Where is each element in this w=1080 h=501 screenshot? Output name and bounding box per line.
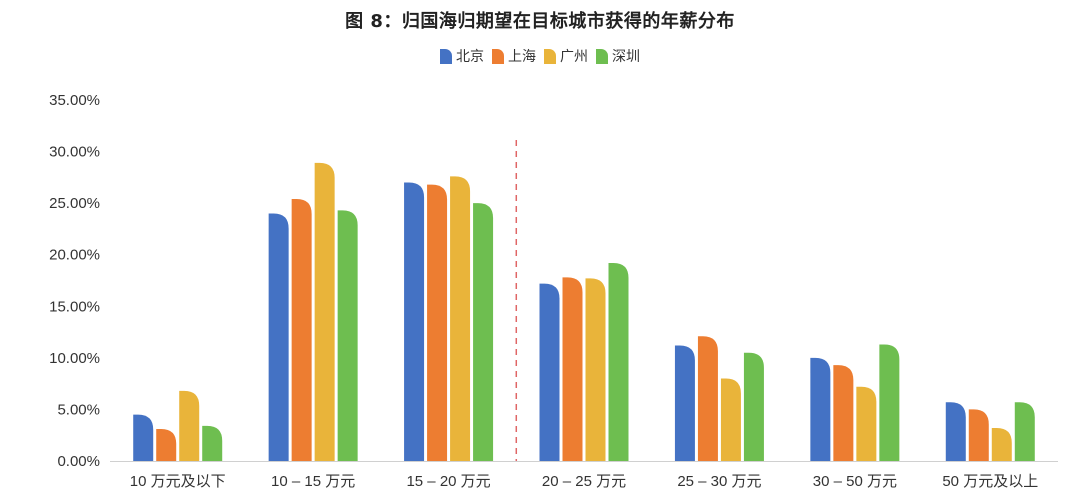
legend-swatch xyxy=(440,48,452,64)
bar xyxy=(450,176,471,461)
x-tick-label: 25 – 30 万元 xyxy=(677,473,761,490)
bar xyxy=(202,425,223,461)
legend-item-shenzhen: 深圳 xyxy=(596,46,640,66)
legend-item-beijing: 北京 xyxy=(440,46,484,66)
bar xyxy=(810,357,831,461)
y-tick-label: 5.00% xyxy=(57,401,100,418)
legend-swatch xyxy=(492,48,504,64)
x-tick-label: 10 万元及以下 xyxy=(130,473,226,490)
bar xyxy=(585,278,606,461)
bar xyxy=(539,283,560,461)
legend-item-shanghai: 上海 xyxy=(492,46,536,66)
y-tick-label: 15.00% xyxy=(49,298,100,315)
bar xyxy=(991,427,1012,461)
bar xyxy=(674,345,695,461)
y-tick-label: 30.00% xyxy=(49,144,100,161)
legend-label: 广州 xyxy=(560,49,588,65)
x-tick-label: 30 – 50 万元 xyxy=(813,473,897,490)
bar xyxy=(1014,402,1035,461)
bar xyxy=(473,203,494,461)
legend-label: 北京 xyxy=(456,49,484,65)
legend-swatch xyxy=(596,48,608,64)
bar xyxy=(720,378,741,461)
bar xyxy=(608,262,629,461)
bar xyxy=(268,213,289,461)
y-tick-label: 20.00% xyxy=(49,247,100,264)
x-tick-label: 15 – 20 万元 xyxy=(406,473,490,490)
bar xyxy=(179,390,200,461)
y-tick-label: 0.00% xyxy=(57,453,100,470)
x-tick-label: 50 万元及以上 xyxy=(942,473,1038,490)
bar xyxy=(743,352,764,461)
chart-title: 图 8：归国海归期望在目标城市获得的年薪分布 xyxy=(345,11,735,32)
bar xyxy=(697,336,718,461)
bar xyxy=(562,277,583,461)
y-tick-label: 10.00% xyxy=(49,350,100,367)
legend-label: 上海 xyxy=(508,49,536,65)
bar xyxy=(314,162,335,461)
bar xyxy=(856,386,877,461)
x-tick-label: 20 – 25 万元 xyxy=(542,473,626,490)
legend-item-guangzhou: 广州 xyxy=(544,46,588,66)
legend-swatch xyxy=(544,48,556,64)
bar xyxy=(945,402,966,461)
bar xyxy=(833,365,854,461)
bar xyxy=(879,344,900,461)
bar xyxy=(337,210,358,461)
chart-legend: 北京 上海 广州 深圳 xyxy=(0,46,1080,66)
y-tick-label: 35.00% xyxy=(49,92,100,109)
y-tick-label: 25.00% xyxy=(49,195,100,212)
legend-label: 深圳 xyxy=(612,49,640,65)
x-tick-label: 10 – 15 万元 xyxy=(271,473,355,490)
bar xyxy=(291,199,312,461)
bar xyxy=(968,409,989,461)
bar xyxy=(427,184,448,461)
bar xyxy=(133,414,154,461)
bar xyxy=(404,182,425,461)
bar xyxy=(156,429,177,461)
